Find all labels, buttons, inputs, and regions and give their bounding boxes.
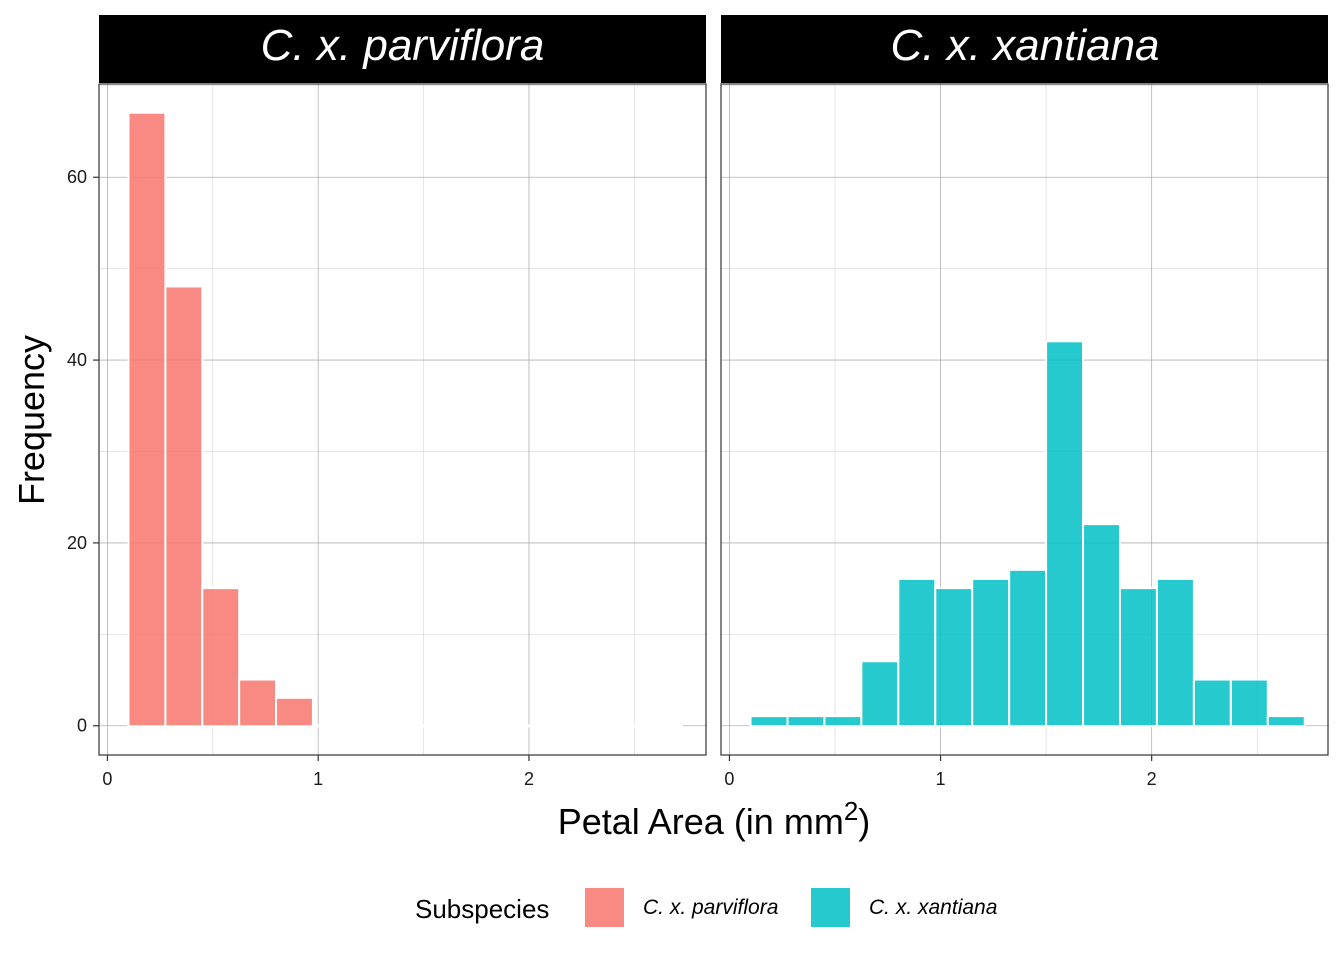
x-tick-label: 1	[936, 769, 946, 789]
histogram-bar	[385, 724, 425, 728]
x-tick-label: 1	[313, 769, 323, 789]
facet-strip-label-2: C. x. xantiana	[890, 21, 1159, 70]
legend-label-2: C. x. xantiana	[869, 896, 997, 919]
panel-border-1	[98, 83, 707, 756]
x-tick-label: 0	[102, 769, 112, 789]
histogram-bar	[860, 660, 900, 728]
x-axis-title-superscript: 2	[844, 796, 858, 826]
histogram-bar	[311, 724, 351, 728]
histogram-bar	[1266, 715, 1306, 728]
x-tick-label: 0	[724, 769, 734, 789]
histogram-bar	[459, 724, 499, 728]
legend: Subspecies C. x. parviflora C. x. xantiana	[415, 888, 997, 927]
x-axis-title: Petal Area (in mm2)	[558, 796, 871, 842]
histogram-bar	[823, 715, 863, 728]
histogram-bar	[533, 724, 573, 728]
y-axis-title: Frequency	[11, 335, 52, 505]
histogram-bar	[749, 715, 789, 728]
panel-border-2	[720, 83, 1329, 756]
x-tick-label: 2	[524, 769, 534, 789]
histogram-bar	[127, 111, 167, 728]
facet-strip-2	[721, 15, 1328, 83]
x-axis-title-close: )	[858, 801, 870, 842]
legend-label-1: C. x. parviflora	[643, 896, 778, 919]
histogram-bar	[1192, 678, 1232, 728]
legend-title: Subspecies	[415, 894, 549, 924]
histogram-bar	[643, 724, 683, 728]
histogram-bar	[1229, 678, 1269, 728]
histogram-bar	[275, 696, 314, 728]
histogram-bar	[570, 724, 609, 728]
histogram-bar	[1119, 587, 1158, 728]
y-tick-label: 20	[67, 533, 87, 553]
histogram-bar	[971, 577, 1011, 728]
histogram-bar	[496, 724, 536, 728]
histogram-bar	[1008, 568, 1048, 728]
y-tick-label: 0	[77, 716, 87, 736]
histogram-bar	[934, 587, 974, 728]
histogram-bar	[897, 577, 937, 728]
legend-key-2	[811, 888, 850, 927]
facet-strip-1	[99, 15, 706, 83]
histogram-bar	[348, 724, 388, 728]
histogram-bar	[606, 724, 646, 728]
facet-strip-label-1: C. x. parviflora	[261, 21, 545, 70]
histogram-bar	[1155, 577, 1195, 728]
y-tick-label: 40	[67, 350, 87, 370]
histogram-bar	[164, 285, 204, 728]
y-tick-label: 60	[67, 167, 87, 187]
svg-text:Petal Area (in mm2): Petal Area (in mm2)	[558, 796, 871, 842]
facet-panel-2: C. x. xantiana 0 1 2	[720, 15, 1329, 789]
histogram-bar	[201, 587, 241, 728]
histogram-bar	[1045, 340, 1085, 728]
x-axis-title-main: Petal Area (in mm	[558, 801, 844, 842]
histogram-bar	[786, 715, 826, 728]
x-tick-label: 2	[1147, 769, 1157, 789]
legend-key-1	[585, 888, 624, 927]
histogram-bar	[422, 724, 462, 728]
histogram-bar	[238, 678, 278, 728]
histogram-bar	[1082, 523, 1121, 728]
